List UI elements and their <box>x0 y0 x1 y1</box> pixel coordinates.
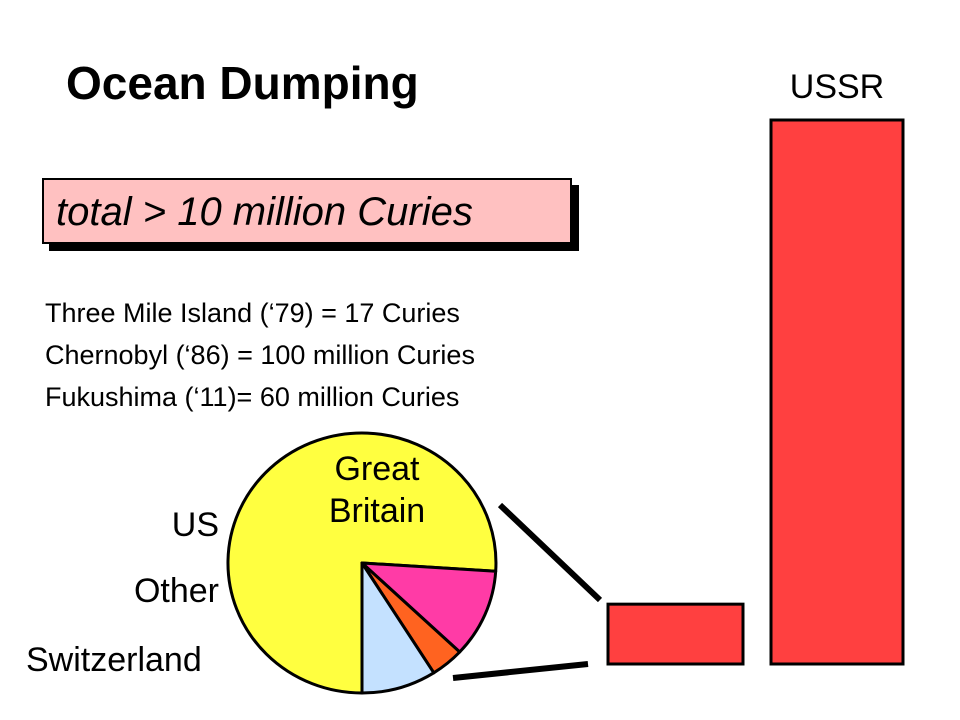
connector-line-top <box>497 502 603 603</box>
fact-fukushima: Fukushima (‘11)= 60 million Curies <box>45 382 460 412</box>
bar-ussr <box>769 118 905 666</box>
fact-chernobyl: Chernobyl (‘86) = 100 million Curies <box>45 340 475 370</box>
chart-labels: USSR Great Britain US Other Switzerland <box>26 68 884 679</box>
total-callout-text: total > 10 million Curies <box>56 190 473 234</box>
pie-chart <box>226 431 498 695</box>
pie-label-other: Other <box>134 572 219 610</box>
pie-slice-switzerland <box>360 561 498 654</box>
pie-to-bar-connector <box>452 502 603 681</box>
comparison-facts: Three Mile Island (‘79) = 17 Curies Cher… <box>45 292 475 418</box>
total-callout-box: total > 10 million Curies <box>42 178 572 244</box>
connector-line-bottom <box>452 661 589 681</box>
fact-three-mile-island: Three Mile Island (‘79) = 17 Curies <box>45 298 460 328</box>
bar-chart <box>606 118 905 666</box>
page-title: Ocean Dumping <box>66 57 419 109</box>
pie-label-great-britain: Great Britain <box>329 450 425 530</box>
bar-great-britain <box>606 602 745 666</box>
pie-slice-us <box>360 561 436 695</box>
pie-label-switzerland: Switzerland <box>26 641 202 679</box>
pie-label-us: US <box>172 506 219 544</box>
bar-label-ussr: USSR <box>790 68 884 106</box>
